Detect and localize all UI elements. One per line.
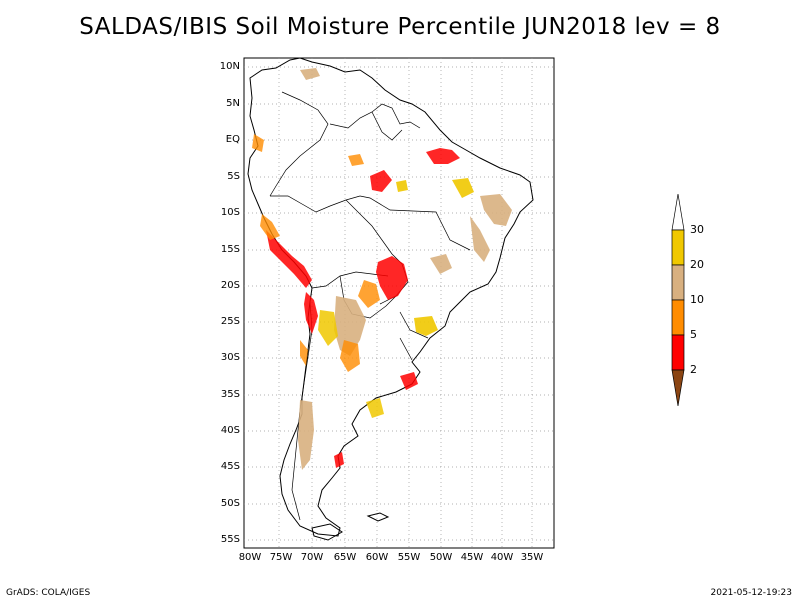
footer-timestamp: 2021-05-12-19:23 bbox=[710, 588, 793, 598]
colorbar-bottom-triangle bbox=[671, 369, 685, 407]
lat-label: 50S bbox=[220, 498, 240, 509]
lat-label: EQ bbox=[225, 134, 240, 145]
lon-label: 50W bbox=[429, 552, 453, 563]
lon-label: 60W bbox=[365, 552, 389, 563]
colorbar-label: 10 bbox=[690, 293, 704, 306]
lon-label: 40W bbox=[490, 552, 514, 563]
colorbar-top-triangle bbox=[671, 193, 685, 231]
lon-label: 55W bbox=[397, 552, 421, 563]
colorbar-label: 2 bbox=[690, 363, 697, 376]
colorbar-label: 20 bbox=[690, 258, 704, 271]
tierra-del-fuego bbox=[311, 523, 343, 541]
lat-label: 20S bbox=[220, 280, 240, 291]
lon-label: 65W bbox=[333, 552, 357, 563]
lat-label: 5S bbox=[227, 171, 240, 182]
lon-label: 45W bbox=[460, 552, 484, 563]
colorbar-bin-2-5 bbox=[671, 334, 685, 371]
colorbar-label: 30 bbox=[690, 223, 704, 236]
lat-label: 25S bbox=[220, 316, 240, 327]
lat-label: 35S bbox=[220, 389, 240, 400]
lat-label: 5N bbox=[226, 98, 240, 109]
lat-label: 10S bbox=[220, 207, 240, 218]
lat-label: 40S bbox=[220, 425, 240, 436]
lon-label: 80W bbox=[238, 552, 262, 563]
lat-label: 30S bbox=[220, 352, 240, 363]
map-frame bbox=[243, 57, 555, 549]
lon-label: 70W bbox=[300, 552, 324, 563]
colorbar-label: 5 bbox=[690, 328, 697, 341]
footer-credit: GrADS: COLA/IGES bbox=[6, 588, 91, 598]
lat-label: 10N bbox=[219, 61, 240, 72]
colorbar-bin-10-20 bbox=[671, 264, 685, 301]
falkland-islands bbox=[366, 512, 390, 522]
map-title: SALDAS/IBIS Soil Moisture Percentile JUN… bbox=[79, 14, 721, 40]
colorbar-bin-20-30 bbox=[671, 229, 685, 266]
colorbar bbox=[671, 193, 685, 407]
lat-label: 45S bbox=[220, 461, 240, 472]
lat-label: 55S bbox=[220, 534, 240, 545]
percentile-shading bbox=[252, 68, 512, 470]
lat-label: 15S bbox=[220, 244, 240, 255]
lon-label: 35W bbox=[520, 552, 544, 563]
lon-label: 75W bbox=[269, 552, 293, 563]
colorbar-bin-5-10 bbox=[671, 299, 685, 336]
